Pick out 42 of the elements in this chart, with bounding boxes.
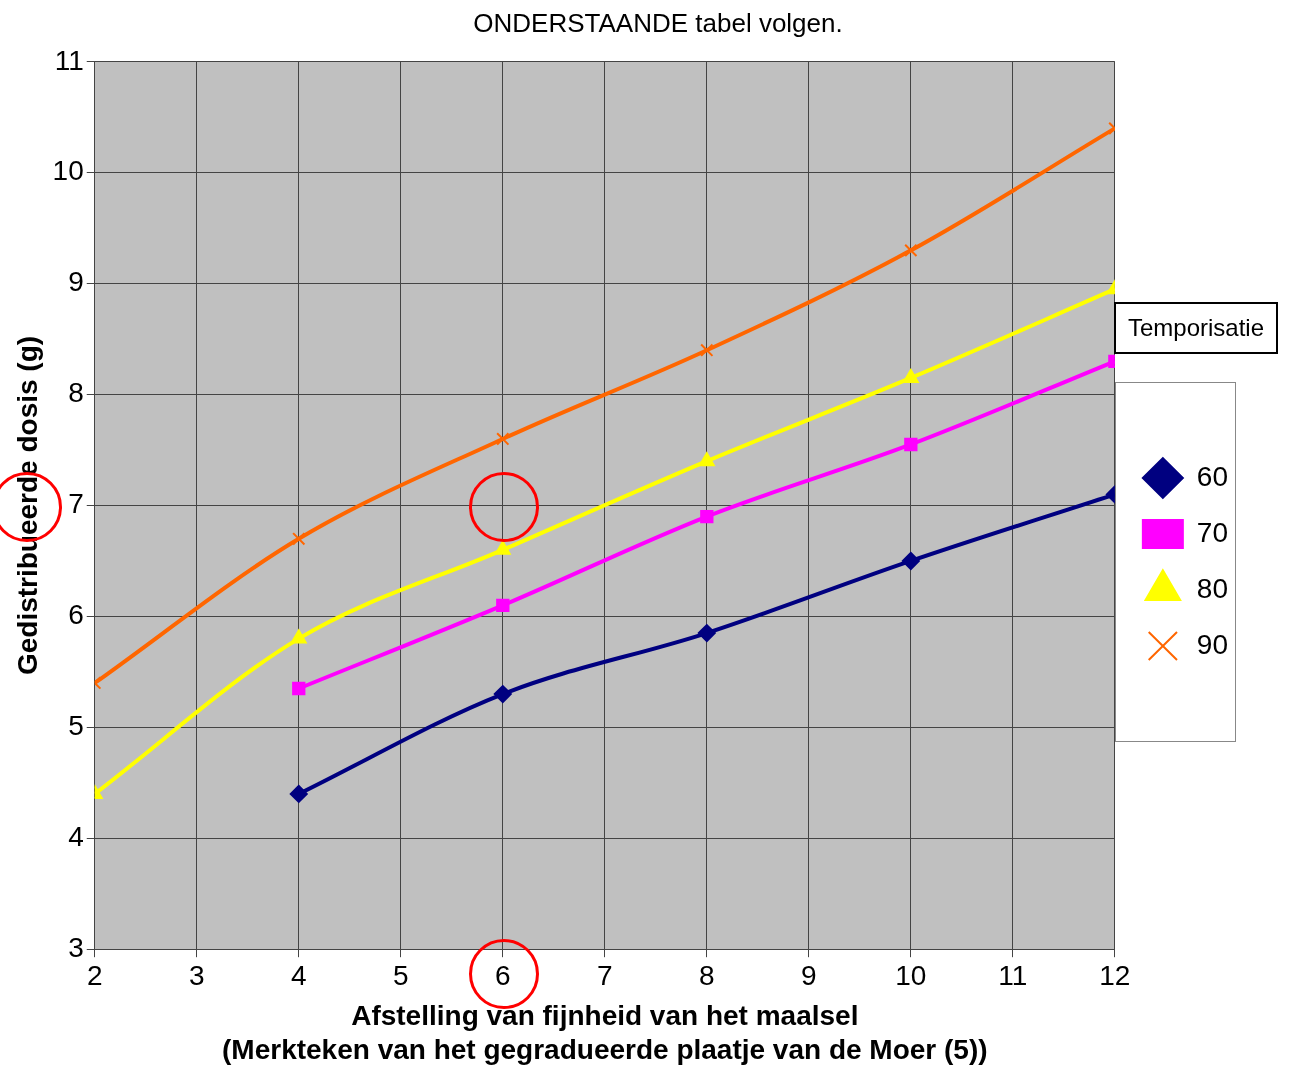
y-tick-label: 8	[68, 377, 84, 409]
x-tick-label: 5	[392, 959, 409, 991]
point	[493, 685, 512, 704]
legend-label: 70	[1196, 516, 1229, 548]
x-axis-title: Afstelling van fijnheid van het maalsel (Merkteken van het gegradueerde plaatje van de Moer (5))	[222, 1000, 988, 1065]
y-tick-label: 9	[68, 266, 84, 298]
x-tick-label: 12	[1099, 959, 1131, 991]
point	[496, 432, 510, 446]
point	[904, 437, 918, 452]
x-tick-label: 9	[801, 959, 817, 991]
point	[700, 509, 714, 524]
point	[700, 343, 714, 357]
point	[496, 598, 510, 612]
legend-label: 60	[1196, 460, 1229, 492]
point	[289, 784, 308, 803]
y-tick-label: 7	[68, 488, 84, 520]
y-tick-label: 10	[52, 155, 84, 187]
x-tick-label: 10	[895, 959, 927, 991]
x-tick-label: 3	[188, 959, 205, 991]
point	[290, 629, 307, 644]
point	[904, 243, 918, 258]
y-tick-label: 3	[68, 931, 84, 963]
x-tick-label: 2	[86, 959, 103, 991]
legend-title: Temporisatie	[1113, 302, 1278, 354]
point	[698, 452, 715, 467]
x-tick-label: 7	[597, 959, 613, 991]
y-axis-title: Gedistribueerde dosis (g)	[11, 335, 43, 676]
y-tick-label: 6	[68, 599, 84, 631]
point	[292, 532, 306, 546]
y-tick-label: 11	[54, 44, 84, 76]
x-tick-label: 11	[998, 959, 1028, 991]
x-tick-label: 6	[495, 959, 511, 991]
x-tick-label: 4	[290, 959, 307, 991]
point	[901, 551, 920, 570]
legend-label: 80	[1196, 572, 1229, 604]
text: ONDERSTAANDE tabel volgen.	[472, 8, 844, 40]
legend-label: 90	[1196, 628, 1229, 660]
x-tick-label: 8	[699, 959, 715, 991]
y-tick-label: 4	[68, 820, 84, 852]
point	[697, 624, 716, 643]
point	[292, 681, 306, 696]
y-tick-label: 5	[68, 710, 84, 742]
